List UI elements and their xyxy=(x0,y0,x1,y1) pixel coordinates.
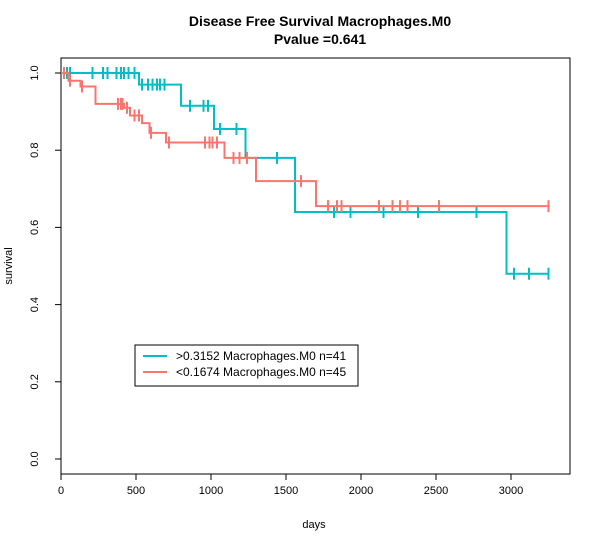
x-tick-label: 2000 xyxy=(349,485,373,497)
y-tick-label: 0.6 xyxy=(29,220,41,235)
legend-label-low: <0.1674 Macrophages.M0 n=45 xyxy=(176,365,346,379)
chart-title: Disease Free Survival Macrophages.M0 xyxy=(189,13,451,29)
y-tick-label: 0.0 xyxy=(29,451,41,466)
survival-curve-1 xyxy=(61,72,549,208)
y-tick-label: 0.4 xyxy=(29,297,41,312)
x-axis: 0 500 1000 1500 2000 2500 3000 xyxy=(58,474,523,497)
plot-frame xyxy=(60,57,571,475)
x-axis-label: days xyxy=(302,519,326,531)
chart-subtitle: Pvalue =0.641 xyxy=(274,31,366,47)
x-tick-label: 3000 xyxy=(499,485,523,497)
survival-curve-0 xyxy=(61,72,549,275)
x-tick-label: 1500 xyxy=(274,485,298,497)
y-axis: 0.0 0.2 0.4 0.6 0.8 1.0 xyxy=(29,65,61,467)
x-tick-label: 2500 xyxy=(424,485,448,497)
x-tick-label: 0 xyxy=(58,485,64,497)
series-layer xyxy=(61,67,550,280)
x-tick-label: 1000 xyxy=(199,485,223,497)
legend-box xyxy=(134,344,359,387)
y-tick-label: 1.0 xyxy=(29,65,41,80)
y-tick-label: 0.2 xyxy=(29,374,41,389)
legend: >0.3152 Macrophages.M0 n=41 <0.1674 Macr… xyxy=(134,344,359,387)
x-tick-label: 500 xyxy=(127,485,145,497)
y-axis-label: survival xyxy=(3,247,15,284)
y-tick-label: 0.8 xyxy=(29,143,41,158)
legend-label-high: >0.3152 Macrophages.M0 n=41 xyxy=(176,349,346,363)
